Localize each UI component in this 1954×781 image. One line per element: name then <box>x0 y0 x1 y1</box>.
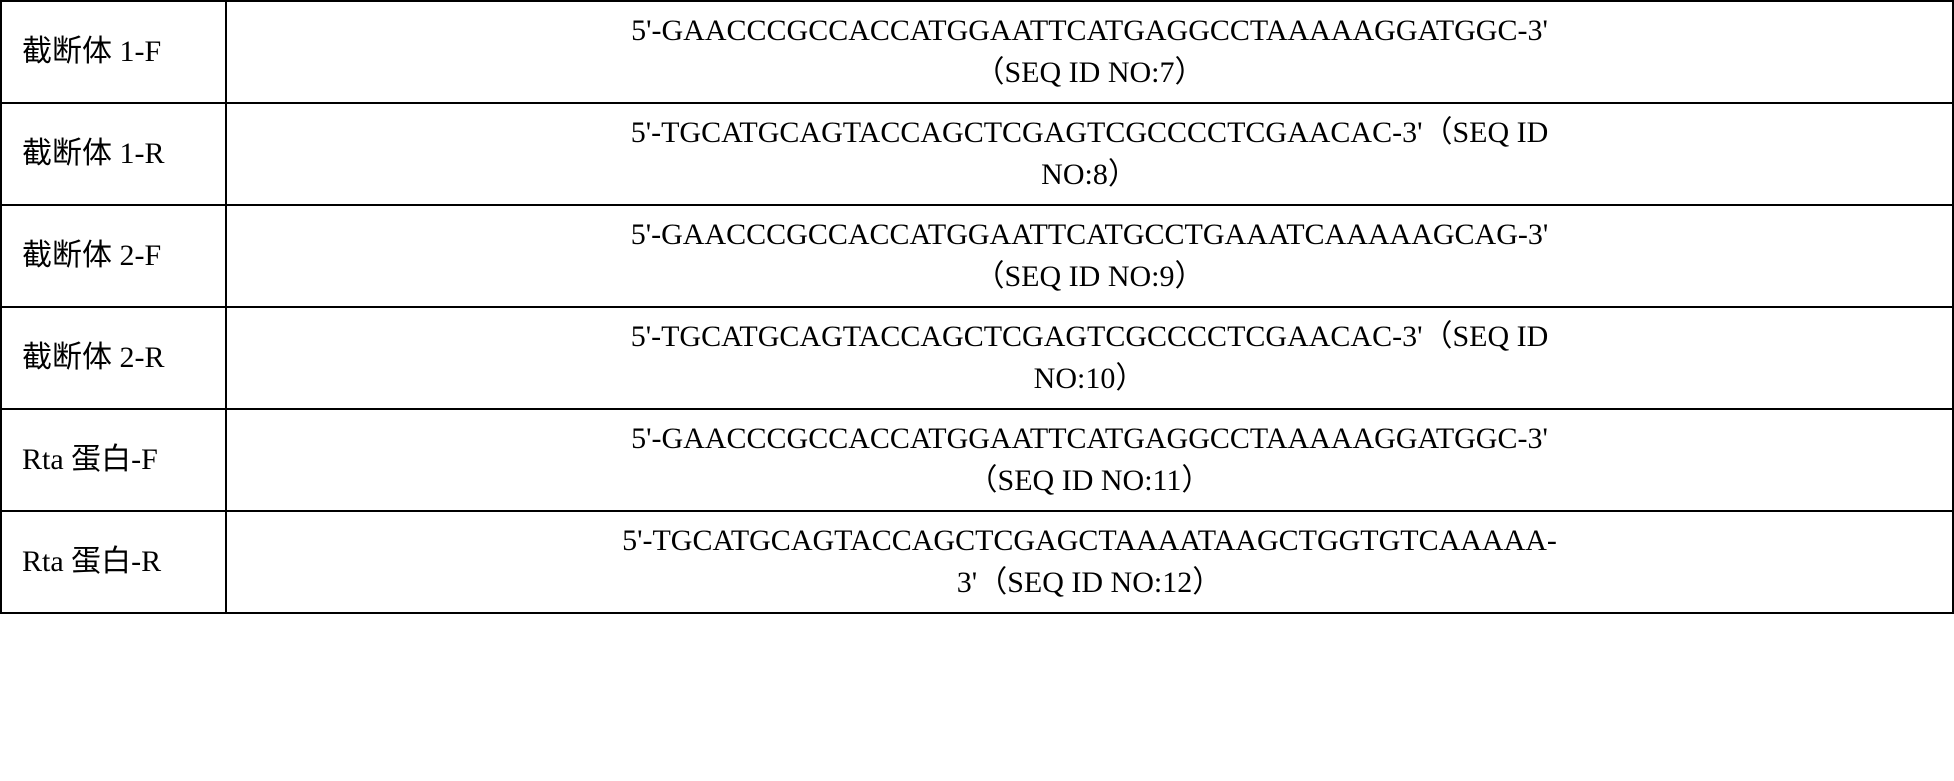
primer-sequence-cell: 5'-GAACCCGCCACCATGGAATTCATGAGGCCTAAAAAGG… <box>226 409 1953 511</box>
primer-sequence-cell: 5'-GAACCCGCCACCATGGAATTCATGAGGCCTAAAAAGG… <box>226 1 1953 103</box>
table-row: 截断体 2-F 5'-GAACCCGCCACCATGGAATTCATGCCTGA… <box>1 205 1953 307</box>
sequence-line-2: NO:8） <box>239 154 1940 196</box>
primer-table-container: 截断体 1-F 5'-GAACCCGCCACCATGGAATTCATGAGGCC… <box>0 0 1954 614</box>
sequence-line-1: 5'-GAACCCGCCACCATGGAATTCATGAGGCCTAAAAAGG… <box>239 10 1940 52</box>
primer-label-cell: 截断体 1-R <box>1 103 226 205</box>
table-body: 截断体 1-F 5'-GAACCCGCCACCATGGAATTCATGAGGCC… <box>1 1 1953 613</box>
primer-sequence-table: 截断体 1-F 5'-GAACCCGCCACCATGGAATTCATGAGGCC… <box>0 0 1954 614</box>
sequence-line-2: NO:10） <box>239 358 1940 400</box>
primer-label: Rta 蛋白-R <box>22 545 161 578</box>
sequence-line-1: 5'-TGCATGCAGTACCAGCTCGAGTCGCCCCTCGAACAC-… <box>239 112 1940 154</box>
primer-label-cell: Rta 蛋白-F <box>1 409 226 511</box>
primer-sequence-cell: 5'-GAACCCGCCACCATGGAATTCATGCCTGAAATCAAAA… <box>226 205 1953 307</box>
primer-label: Rta 蛋白-F <box>22 443 158 476</box>
sequence-line-2: 3'（SEQ ID NO:12） <box>239 562 1940 604</box>
sequence-line-2: （SEQ ID NO:7） <box>239 52 1940 94</box>
sequence-line-1: 5'-TGCATGCAGTACCAGCTCGAGCTAAAATAAGCTGGTG… <box>239 520 1940 562</box>
primer-label: 截断体 2-F <box>22 239 161 272</box>
primer-sequence-cell: 5'-TGCATGCAGTACCAGCTCGAGCTAAAATAAGCTGGTG… <box>226 511 1953 613</box>
primer-label-cell: 截断体 1-F <box>1 1 226 103</box>
primer-sequence-cell: 5'-TGCATGCAGTACCAGCTCGAGTCGCCCCTCGAACAC-… <box>226 307 1953 409</box>
sequence-line-1: 5'-GAACCCGCCACCATGGAATTCATGAGGCCTAAAAAGG… <box>239 418 1940 460</box>
sequence-line-1: 5'-GAACCCGCCACCATGGAATTCATGCCTGAAATCAAAA… <box>239 214 1940 256</box>
table-row: 截断体 2-R 5'-TGCATGCAGTACCAGCTCGAGTCGCCCCT… <box>1 307 1953 409</box>
primer-sequence-cell: 5'-TGCATGCAGTACCAGCTCGAGTCGCCCCTCGAACAC-… <box>226 103 1953 205</box>
sequence-line-1: 5'-TGCATGCAGTACCAGCTCGAGTCGCCCCTCGAACAC-… <box>239 316 1940 358</box>
table-row: Rta 蛋白-F 5'-GAACCCGCCACCATGGAATTCATGAGGC… <box>1 409 1953 511</box>
table-row: 截断体 1-F 5'-GAACCCGCCACCATGGAATTCATGAGGCC… <box>1 1 1953 103</box>
primer-label: 截断体 1-R <box>22 137 165 170</box>
primer-label: 截断体 1-F <box>22 35 161 68</box>
table-row: Rta 蛋白-R 5'-TGCATGCAGTACCAGCTCGAGCTAAAAT… <box>1 511 1953 613</box>
sequence-line-2: （SEQ ID NO:9） <box>239 256 1940 298</box>
sequence-line-2: （SEQ ID NO:11） <box>239 460 1940 502</box>
primer-label: 截断体 2-R <box>22 341 165 374</box>
primer-label-cell: 截断体 2-F <box>1 205 226 307</box>
table-row: 截断体 1-R 5'-TGCATGCAGTACCAGCTCGAGTCGCCCCT… <box>1 103 1953 205</box>
primer-label-cell: Rta 蛋白-R <box>1 511 226 613</box>
primer-label-cell: 截断体 2-R <box>1 307 226 409</box>
